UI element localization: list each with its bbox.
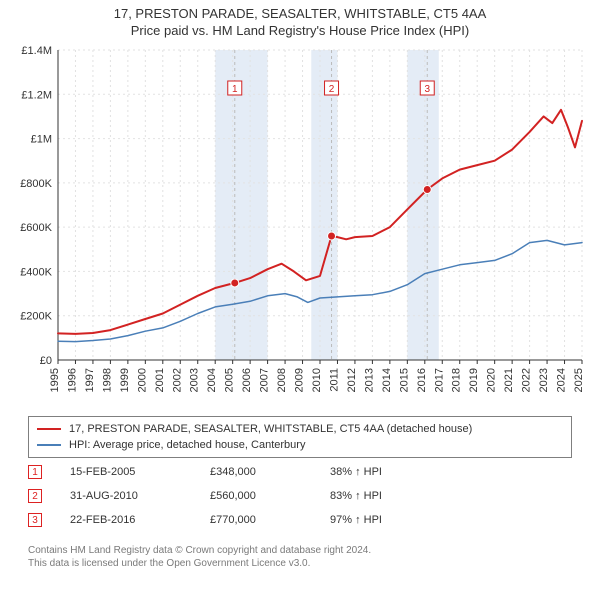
event-row-date: 22-FEB-2016 — [70, 514, 210, 526]
y-tick-label: £600K — [20, 222, 52, 234]
x-tick-label: 2025 — [573, 368, 585, 392]
x-tick-label: 2012 — [346, 368, 358, 392]
y-tick-label: £400K — [20, 266, 52, 278]
y-tick-label: £1M — [31, 134, 52, 146]
event-marker-number: 2 — [329, 84, 335, 95]
x-tick-label: 2013 — [363, 368, 375, 392]
event-point — [231, 279, 239, 287]
legend-swatch — [37, 444, 61, 446]
legend-label: 17, PRESTON PARADE, SEASALTER, WHITSTABL… — [69, 421, 472, 437]
event-row-pct: 83% ↑ HPI — [330, 490, 382, 502]
x-tick-label: 1998 — [101, 368, 113, 392]
x-tick-label: 2014 — [381, 368, 393, 392]
attribution-footer: Contains HM Land Registry data © Crown c… — [28, 544, 572, 570]
x-tick-label: 2003 — [189, 368, 201, 392]
event-marker-number: 1 — [232, 84, 238, 95]
x-tick-label: 2019 — [468, 368, 480, 392]
event-point — [423, 186, 431, 194]
shaded-band — [215, 50, 267, 360]
x-tick-label: 1999 — [119, 368, 131, 392]
price-chart: £0 £200K £400K £600K £800K £1M £1.2M £1.4M 1995 1… — [14, 46, 588, 406]
x-tick-label: 2016 — [416, 368, 428, 392]
x-tick-label: 2010 — [311, 368, 323, 392]
x-tick-label: 2001 — [154, 368, 166, 392]
shaded-band — [311, 50, 337, 360]
x-tick-label: 2018 — [451, 368, 463, 392]
title-line-2: Price paid vs. HM Land Registry's House … — [10, 23, 590, 38]
y-tick-label: £1.2M — [21, 89, 52, 101]
event-row-pct: 97% ↑ HPI — [330, 514, 382, 526]
y-tick-label: £1.4M — [21, 46, 52, 57]
x-tick-label: 1995 — [49, 368, 61, 392]
x-tick-label: 1996 — [66, 368, 78, 392]
event-row: 2 31-AUG-2010£560,00083% ↑ HPI — [28, 484, 572, 508]
event-row-price: £348,000 — [210, 466, 330, 478]
y-tick-label: £200K — [20, 311, 52, 323]
chart-svg: £0 £200K £400K £600K £800K £1M £1.2M £1.4M 1995 1… — [14, 46, 588, 406]
x-tick-label: 2009 — [294, 368, 306, 392]
event-row-price: £770,000 — [210, 514, 330, 526]
x-tick-label: 2000 — [136, 368, 148, 392]
x-tick-label: 2021 — [503, 368, 515, 392]
event-row-marker: 1 — [28, 465, 42, 479]
event-row-marker: 2 — [28, 489, 42, 503]
x-tick-label: 2008 — [276, 368, 288, 392]
footer-line-1: Contains HM Land Registry data © Crown c… — [28, 544, 572, 557]
x-tick-label: 2006 — [241, 368, 253, 392]
x-tick-label: 2004 — [206, 368, 218, 392]
y-tick-label: £800K — [20, 178, 52, 190]
event-row: 1 15-FEB-2005£348,00038% ↑ HPI — [28, 460, 572, 484]
event-row-date: 31-AUG-2010 — [70, 490, 210, 502]
x-tick-label: 2024 — [556, 368, 568, 392]
x-tick-label: 2023 — [538, 368, 550, 392]
event-row-marker: 3 — [28, 513, 42, 527]
footer-line-2: This data is licensed under the Open Gov… — [28, 557, 572, 570]
legend-label: HPI: Average price, detached house, Cant… — [69, 437, 305, 453]
x-tick-label: 2020 — [486, 368, 498, 392]
event-row-date: 15-FEB-2005 — [70, 466, 210, 478]
x-tick-label: 2005 — [224, 368, 236, 392]
event-marker-number: 3 — [424, 84, 430, 95]
event-row: 3 22-FEB-2016£770,00097% ↑ HPI — [28, 508, 572, 532]
events-table: 1 15-FEB-2005£348,00038% ↑ HPI 2 31-AUG-201… — [28, 460, 572, 532]
legend-row: HPI: Average price, detached house, Cant… — [37, 437, 563, 453]
legend-row: 17, PRESTON PARADE, SEASALTER, WHITSTABL… — [37, 421, 563, 437]
x-tick-label: 2015 — [398, 368, 410, 392]
x-tick-label: 2011 — [328, 368, 340, 392]
event-row-price: £560,000 — [210, 490, 330, 502]
x-tick-label: 2002 — [171, 368, 183, 392]
y-tick-label: £0 — [40, 355, 52, 367]
legend: 17, PRESTON PARADE, SEASALTER, WHITSTABL… — [28, 416, 572, 458]
event-row-pct: 38% ↑ HPI — [330, 466, 382, 478]
x-tick-label: 2022 — [521, 368, 533, 392]
legend-swatch — [37, 428, 61, 430]
x-tick-label: 2007 — [259, 368, 271, 392]
chart-title: 17, PRESTON PARADE, SEASALTER, WHITSTABL… — [0, 0, 600, 40]
event-point — [328, 232, 336, 240]
x-tick-label: 2017 — [433, 368, 445, 392]
title-line-1: 17, PRESTON PARADE, SEASALTER, WHITSTABL… — [10, 6, 590, 21]
x-tick-label: 1997 — [84, 368, 96, 392]
